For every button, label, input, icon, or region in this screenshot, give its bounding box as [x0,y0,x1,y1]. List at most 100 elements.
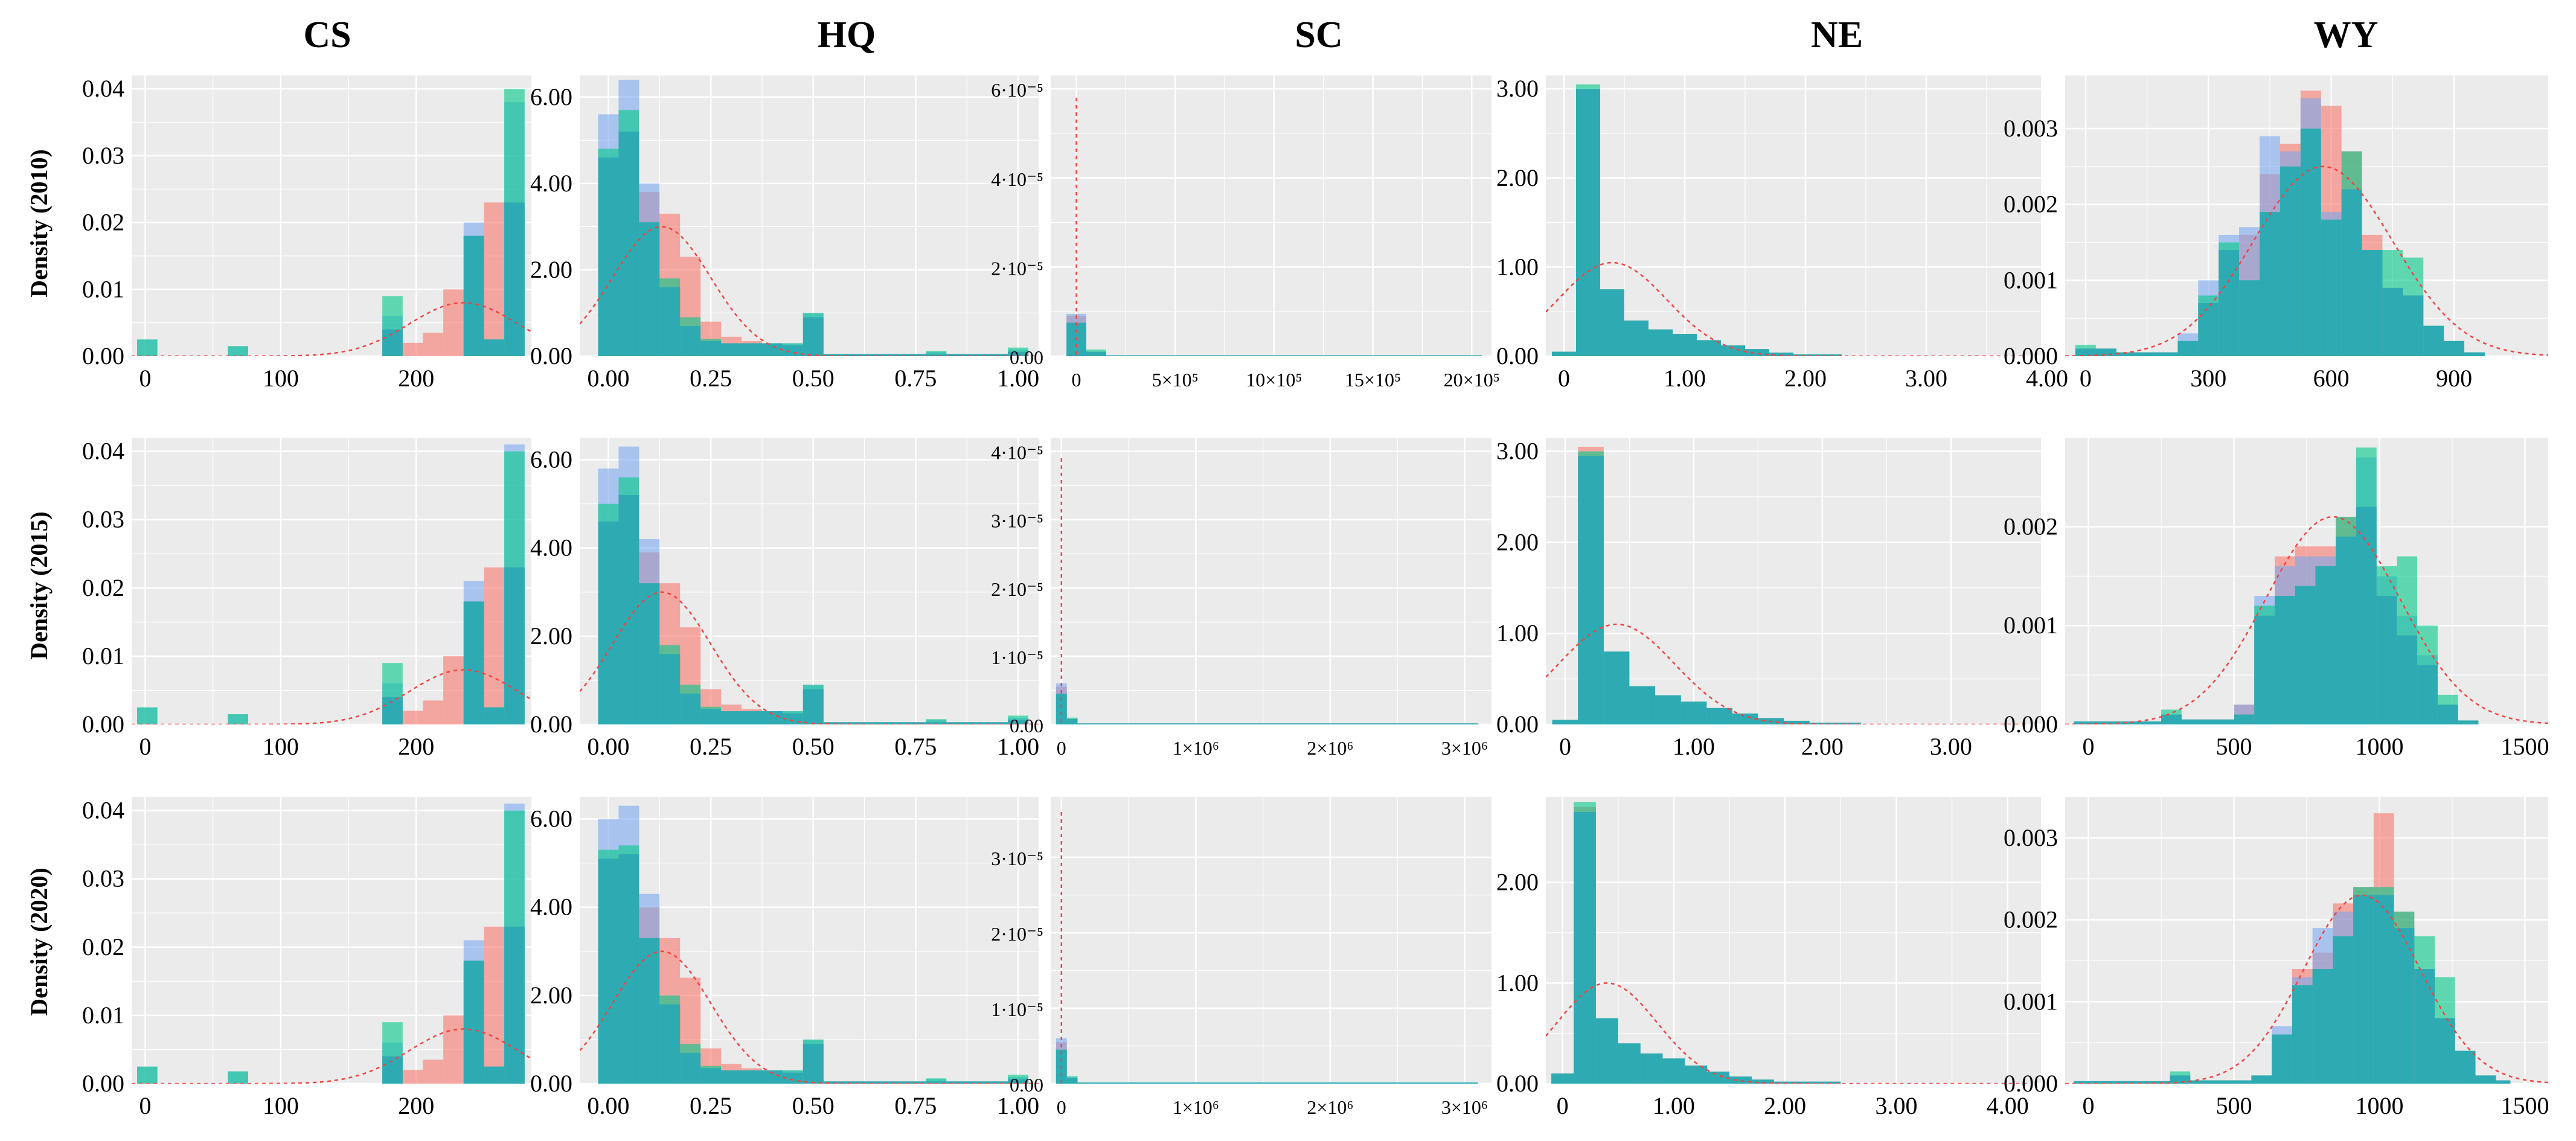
x-tick-label: 300 [2190,365,2226,392]
bar-red [402,711,423,724]
bar-overlap [2373,895,2394,1084]
y-tick-label: 3·10⁻⁵ [991,848,1043,869]
histogram-bars [1056,683,1478,724]
bar-overlap [782,345,803,356]
bar-overlap [382,697,403,724]
y-tick-label: 0.00 [82,711,124,738]
bar-overlap [680,693,701,724]
bar-overlap [823,354,926,356]
histogram-bars [1552,84,1842,356]
bar-overlap [1773,1081,1841,1084]
bar-overlap [2280,166,2301,356]
bar-overlap [2312,969,2333,1084]
y-tick-label: 2.00 [530,982,572,1009]
y-tick-label: 0.01 [82,275,124,302]
panel-cs-2010: 0.00 0.01 0.02 0.03 0.04 0 100 200 [82,75,531,392]
bar-green [926,351,947,356]
row-label-2010: Density (2010) [25,149,53,298]
bar-overlap [484,707,505,724]
panel-sc-2020: 0.00 1·10⁻⁵ 2·10⁻⁵ 3·10⁻⁵ 0 1×10⁶ 2×10⁶ 3×10⁶ [991,797,1491,1118]
x-tick-label: 15×10⁵ [1345,369,1401,391]
bar-overlap [2116,352,2178,356]
bar-overlap [2336,536,2356,724]
bar-red [484,567,505,724]
bar-overlap [823,722,926,724]
bar-overlap [2417,665,2438,724]
y-tick-label: 0.00 [1496,342,1539,369]
bar-overlap [618,854,639,1084]
y-tick-label: 0.003 [2004,824,2058,851]
gridlines [1051,438,1491,726]
x-tick-label: 1500 [2501,1092,2549,1119]
bar-overlap [926,354,947,356]
x-tick-label: 0.75 [894,733,937,760]
bar-overlap [1745,349,1769,356]
y-tick-label: 1·10⁻⁵ [991,647,1043,668]
bar-overlap [700,340,722,356]
histogram-bars [2075,91,2485,356]
bar-overlap [618,495,639,724]
x-tick-label: 0.25 [690,365,732,392]
y-tick-label: 0.00 [82,1070,124,1097]
x-tick-label: 100 [263,365,299,392]
bar-overlap [1793,354,1842,356]
bar-overlap [1603,651,1630,724]
bar-green [228,714,248,724]
x-tick-label: 0.00 [588,1092,630,1119]
bar-overlap [598,157,619,356]
y-tick-label: 6.00 [530,446,572,473]
x-tick-label: 5×10⁵ [1152,369,1199,391]
bar-green [228,1071,248,1084]
panel-ne-2010: 0.00 1.00 2.00 3.00 0 1.00 2.00 3.00 4.00 [1496,75,2068,392]
bar-overlap [926,1081,947,1084]
bar-red [402,1070,423,1084]
x-tick-label: 0 [1057,1096,1066,1118]
panel-cs-2020: 0.00 0.01 0.02 0.03 0.04 0 100 200 [82,797,531,1119]
x-tick-label: 200 [398,733,434,760]
y-tick-label: 4.00 [530,534,572,561]
x-tick-label: 2.00 [1764,1092,1806,1119]
bar-overlap [2321,219,2342,356]
gridlines [1546,797,2041,1085]
bar-overlap [1066,1078,1078,1084]
bar-overlap [680,325,701,356]
x-tick-label: 200 [398,1092,434,1119]
bar-overlap [2333,936,2354,1084]
bar-overlap [484,339,505,356]
bar-overlap [680,1052,701,1084]
bar-red [443,289,464,356]
x-tick-label: 20×10⁵ [1444,369,1500,391]
panel-sc-2015: 0.00 1·10⁻⁵ 2·10⁻⁵ 3·10⁻⁵ 4·10⁻⁵ 0 1×10⁶ 2×10⁶ 3… [991,438,1491,759]
x-tick-label: 0.50 [792,733,835,760]
histogram-bars [2074,447,2479,724]
column-titles: CS HQ SC NE WY [303,14,2378,56]
histogram-bars [598,805,1029,1084]
bar-overlap [2239,280,2260,356]
bar-red [443,1015,464,1084]
bar-overlap [1707,1072,1730,1084]
y-tick-label: 0.001 [2004,612,2058,639]
density-curve [580,950,1039,1084]
bar-overlap [721,1070,742,1084]
panel-background [1546,75,2041,356]
bar-overlap [1784,720,1810,724]
bar-red [423,333,444,356]
bar-overlap [926,722,947,724]
x-tick-label: 0.75 [894,1092,937,1119]
y-tick-label: 0.000 [2004,342,2058,369]
bar-overlap [1552,351,1576,356]
bar-overlap [721,343,742,356]
y-tick-label: 2.00 [1496,528,1539,555]
y-tick-label: 0.00 [530,711,572,738]
y-tick-label: 3.00 [1496,75,1539,102]
x-tick-label: 3×10⁶ [1441,737,1488,759]
bar-overlap [463,235,484,356]
x-tick-label: 1.00 [1664,365,1706,392]
x-tick-label: 0 [2083,1092,2095,1119]
y-tick-label: 6.00 [530,805,572,833]
histogram-bars [1056,1038,1478,1084]
panel-hq-2010: 0.00 2.00 4.00 6.00 0.00 0.25 0.50 0.75 1.00 [530,75,1039,392]
x-tick-label: 0 [139,365,151,392]
bar-overlap [1655,695,1681,724]
bar-overlap [2356,507,2377,724]
